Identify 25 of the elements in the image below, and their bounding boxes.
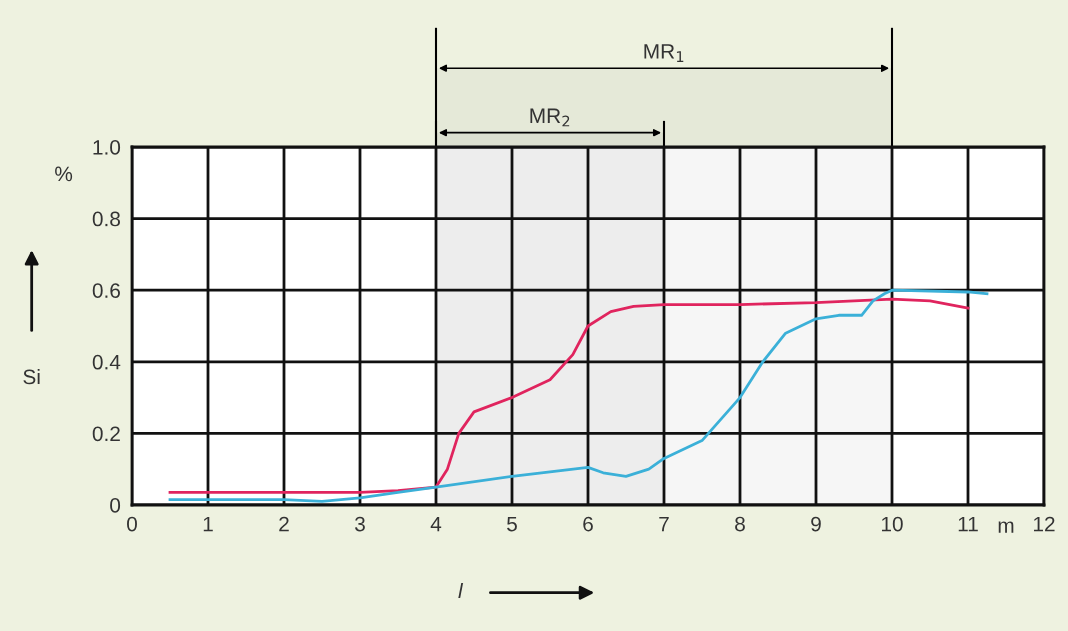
- x-axis-title: l: [458, 583, 464, 599]
- x-tick-label: 2: [279, 516, 289, 532]
- y-tick-label: 0: [110, 498, 121, 513]
- y-tick-label: 0.8: [92, 211, 120, 227]
- x-tick-label: 5: [507, 516, 517, 532]
- y-tick-label: 1.0: [93, 140, 121, 155]
- x-tick-label: 0: [127, 516, 137, 532]
- y-axis-title: Si: [23, 368, 40, 385]
- text: m: [998, 521, 1014, 533]
- band-label: MR$_{1}$: [644, 44, 684, 62]
- x-tick-label: 8: [735, 516, 745, 532]
- x-tick-label: 10: [882, 516, 903, 532]
- y-tick-label: 0.4: [92, 354, 121, 370]
- x-tick-label: 9: [811, 516, 821, 532]
- y-tick-label: 0.2: [92, 426, 120, 442]
- x-tick-label: 3: [355, 516, 365, 532]
- y-tick-label: 0.6: [92, 283, 120, 298]
- x-tick-label: 4: [430, 516, 442, 532]
- x-tick-label: 12: [1034, 516, 1055, 532]
- text: %: [55, 166, 73, 182]
- band-label: MR$_{2}$: [530, 108, 570, 127]
- x-tick-label: 7: [659, 516, 669, 532]
- x-tick-label: 11: [958, 516, 978, 532]
- x-tick-label: 1: [203, 516, 213, 532]
- x-tick-label: 6: [583, 516, 593, 532]
